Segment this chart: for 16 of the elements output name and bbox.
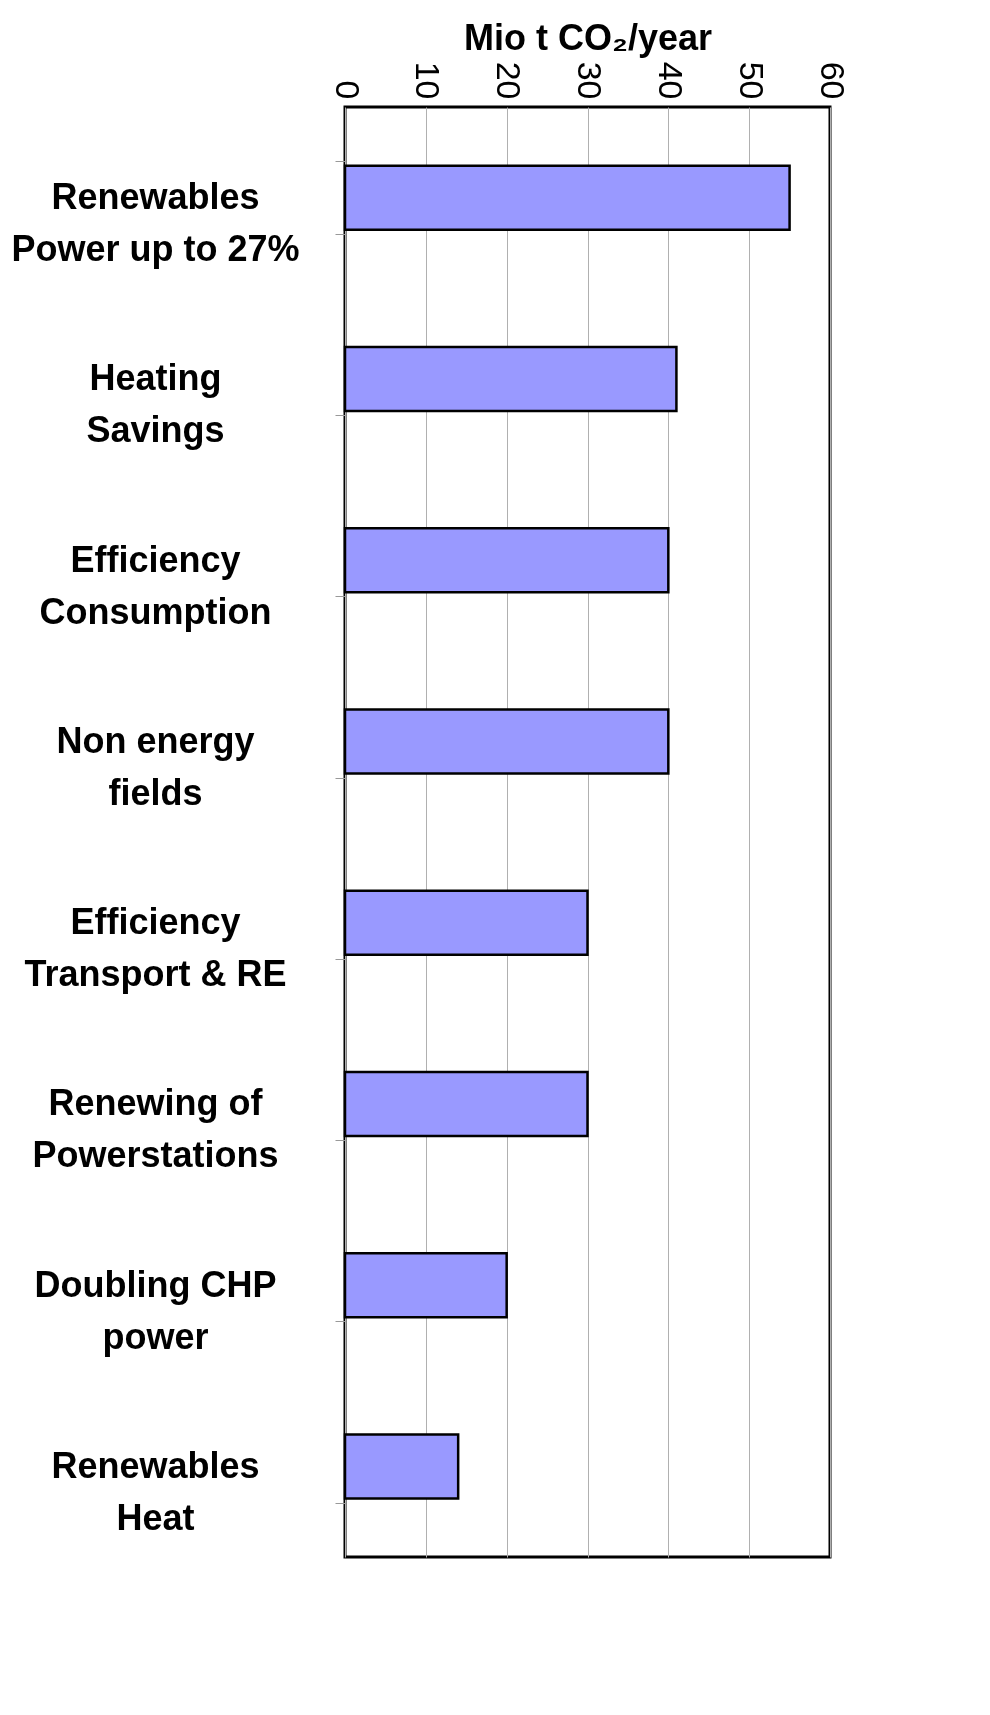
x-tick-label: 0 [328, 80, 367, 100]
y-tick-label: Renewing of Powerstations [32, 1082, 279, 1176]
y-tick-label: Renewables Heat [51, 1444, 260, 1538]
y-tick-label: Renewables Power up to 27% [11, 176, 300, 270]
x-tick-label: 60 [813, 61, 852, 100]
x-tick-label: 40 [651, 61, 690, 100]
y-tick-label: Efficiency Transport & RE [24, 901, 287, 995]
x-axis-title: Mio t CO₂/year [463, 16, 713, 58]
x-tick-label: 10 [409, 61, 448, 100]
y-tick-label: Heating Savings [86, 357, 225, 451]
x-tick-label: 20 [490, 61, 529, 100]
y-tick-label: Non energy fields [56, 719, 255, 813]
x-tick-label: 30 [571, 61, 609, 100]
y-tick-label: Efficiency Consumption [39, 538, 272, 632]
x-tick-label: 50 [732, 61, 771, 100]
y-tick-label: Doubling CHP power [34, 1263, 277, 1357]
